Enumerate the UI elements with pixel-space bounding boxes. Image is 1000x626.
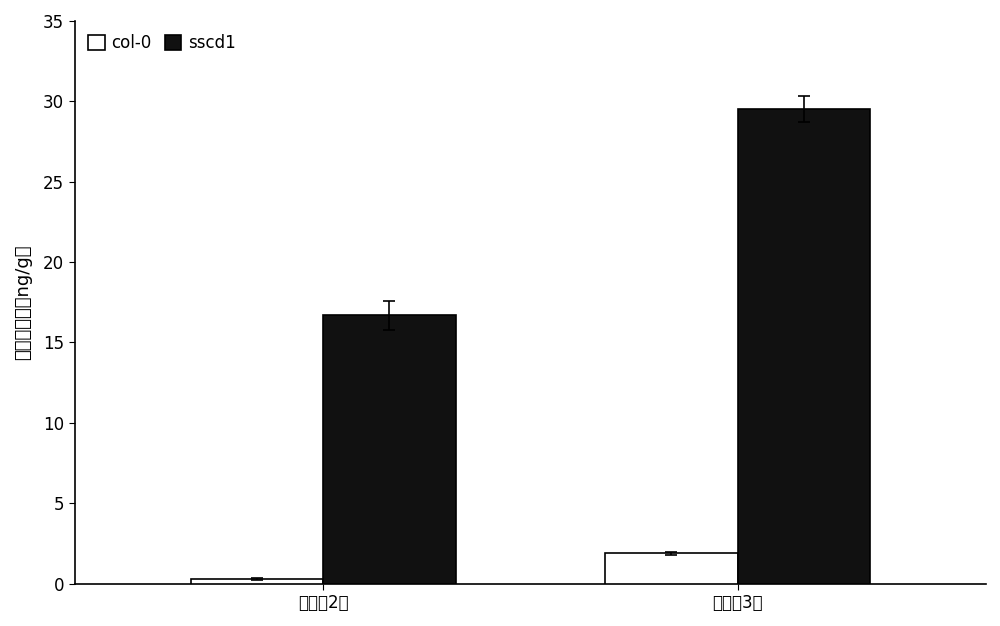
Legend: col-0, sscd1: col-0, sscd1 <box>83 29 241 57</box>
Bar <box>191 579 323 583</box>
Bar <box>738 110 870 583</box>
Bar <box>605 553 738 583</box>
Bar <box>323 315 456 583</box>
Y-axis label: 茂莉酸含量（ng/g）: 茂莉酸含量（ng/g） <box>14 245 32 360</box>
